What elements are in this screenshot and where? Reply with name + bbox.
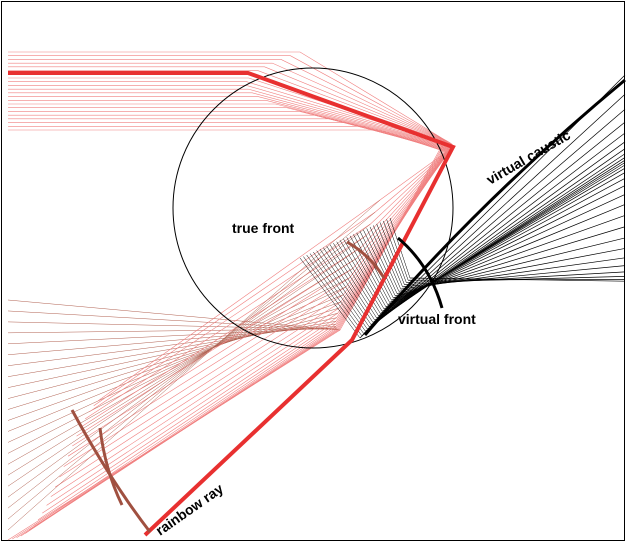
droplet [172, 67, 454, 349]
virtual-ray [346, 237, 387, 308]
virtual-ray [374, 157, 626, 321]
virtual-ray [369, 226, 400, 292]
virtual-ray [353, 234, 390, 303]
ray-group [7, 51, 626, 541]
ray [8, 96, 454, 478]
virtual-ray [303, 256, 363, 336]
ray [7, 257, 358, 476]
virtual-ray [400, 257, 626, 290]
ray [8, 77, 453, 521]
virtual-ray [378, 162, 626, 317]
ray [7, 235, 366, 498]
ray [8, 103, 453, 457]
ray [7, 317, 337, 388]
label: rainbow ray [153, 480, 227, 538]
ray [8, 122, 449, 413]
virtual-ray [309, 253, 366, 332]
ray [7, 223, 371, 509]
virtual-ray [306, 254, 364, 334]
virtual-ray [373, 225, 401, 290]
virtual-ray [319, 248, 372, 325]
virtual-ray [359, 231, 394, 299]
ray [7, 199, 381, 531]
ray [8, 81, 453, 514]
ray [7, 299, 341, 331]
ray [8, 70, 451, 531]
ray [7, 247, 362, 487]
ray [7, 323, 336, 366]
virtual-ray [380, 164, 626, 314]
label: true front [232, 220, 295, 236]
virtual-ray [383, 220, 407, 283]
virtual-ray [316, 250, 370, 328]
ray [8, 125, 448, 406]
virtual-front-arc [397, 236, 444, 309]
front-arc [98, 427, 124, 506]
virtual-ray [323, 247, 374, 323]
virtual-ray [299, 257, 361, 339]
virtual-ray [376, 223, 403, 287]
virtual-ray [363, 229, 396, 296]
ray [8, 129, 447, 402]
virtual-ray [409, 277, 626, 282]
ray [7, 277, 350, 454]
ray [7, 301, 342, 421]
virtual-ray [379, 222, 405, 285]
main-ray [8, 71, 456, 537]
ray [7, 268, 354, 465]
front-arc [346, 240, 386, 279]
label: virtual caustic [484, 127, 574, 188]
virtual-ray [402, 265, 626, 288]
caustic [363, 78, 626, 336]
ray [7, 307, 340, 410]
ray [7, 321, 337, 377]
virtual-ray [404, 271, 626, 286]
ray [8, 88, 454, 497]
virtual-ray [376, 159, 626, 319]
ray [7, 321, 338, 330]
label: virtual front [398, 311, 476, 327]
virtual-ray [343, 238, 385, 310]
ray [7, 286, 347, 443]
ray [8, 62, 449, 537]
ray [7, 211, 376, 520]
virtual-ray [366, 228, 398, 294]
virtual-ray [313, 251, 368, 330]
ray [8, 118, 450, 420]
